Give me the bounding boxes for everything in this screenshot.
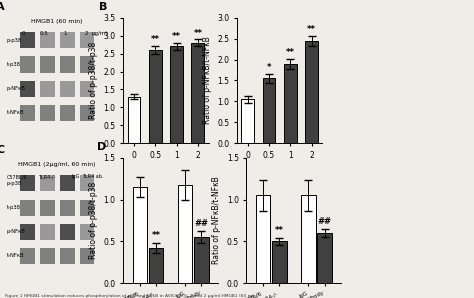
Bar [20, 57, 35, 73]
Bar [40, 32, 55, 49]
Bar [80, 200, 94, 216]
Bar [40, 105, 55, 121]
Bar [60, 200, 74, 216]
Text: **: ** [286, 48, 295, 57]
Bar [80, 32, 94, 49]
Text: **: ** [151, 35, 160, 44]
Text: p-p38: p-p38 [7, 38, 22, 43]
Text: ##: ## [318, 217, 332, 226]
Bar [80, 175, 94, 192]
Text: **: ** [275, 226, 284, 235]
Text: 1: 1 [64, 31, 67, 36]
Text: p-NFκB: p-NFκB [7, 86, 26, 91]
Y-axis label: Ratio of p-NFκB/t-NFκB: Ratio of p-NFκB/t-NFκB [212, 177, 221, 264]
Bar [301, 195, 316, 283]
Bar [20, 224, 35, 240]
Text: **: ** [307, 25, 316, 34]
Text: p-NFκB: p-NFκB [7, 229, 26, 234]
Bar [40, 57, 55, 73]
Bar [60, 248, 74, 264]
Text: D: D [97, 142, 106, 152]
Text: **: ** [152, 231, 161, 240]
Y-axis label: Ratio of p-p38/t-p38: Ratio of p-p38/t-p38 [89, 182, 98, 259]
Bar [191, 43, 204, 143]
Text: C: C [0, 145, 5, 155]
Bar [20, 32, 35, 49]
Bar [80, 248, 94, 264]
Bar [60, 57, 74, 73]
Bar [133, 187, 147, 283]
Bar [194, 237, 209, 283]
Text: p-p38: p-p38 [7, 181, 22, 186]
Bar [178, 185, 192, 283]
Text: HMGB1 (2μg/ml, 60 min): HMGB1 (2μg/ml, 60 min) [18, 162, 96, 167]
Bar [60, 32, 74, 49]
Text: **: ** [172, 32, 181, 41]
Text: Figure 1 HMGB1 stimulation induces phosphorylation of p38 and NFκB in AVICs. 0.5: Figure 1 HMGB1 stimulation induces phosp… [5, 294, 257, 298]
Text: ##: ## [194, 219, 209, 228]
Bar [40, 224, 55, 240]
Text: TLR4-/-: TLR4-/- [38, 174, 55, 179]
Bar [20, 175, 35, 192]
Bar [272, 241, 287, 283]
Bar [40, 248, 55, 264]
Bar [20, 81, 35, 97]
Text: 2: 2 [84, 31, 88, 36]
Bar [149, 50, 162, 143]
Bar [80, 224, 94, 240]
Bar [60, 105, 74, 121]
Bar [20, 248, 35, 264]
Bar [318, 233, 332, 283]
Text: C57BL/6: C57BL/6 [7, 174, 27, 179]
Text: TLR4 ab.: TLR4 ab. [82, 174, 104, 179]
Text: *: * [267, 63, 271, 72]
Text: t-NFκB: t-NFκB [7, 110, 25, 115]
Bar [80, 105, 94, 121]
Bar [20, 200, 35, 216]
Text: B: B [100, 1, 108, 12]
Text: **: ** [193, 29, 202, 38]
Bar [284, 64, 297, 143]
Bar [149, 248, 164, 283]
Y-axis label: Ratio of p-p38/t-p38: Ratio of p-p38/t-p38 [89, 42, 98, 119]
Bar [80, 81, 94, 97]
Text: t-p38: t-p38 [7, 205, 21, 210]
Y-axis label: Ratio of p-NFκB/t-NFκB: Ratio of p-NFκB/t-NFκB [203, 37, 212, 124]
Text: HMGB1 (60 min): HMGB1 (60 min) [31, 19, 82, 24]
Bar [80, 57, 94, 73]
Bar [60, 81, 74, 97]
Bar [170, 46, 183, 143]
Text: 0: 0 [22, 31, 25, 36]
Bar [40, 81, 55, 97]
Bar [263, 78, 275, 143]
Bar [60, 224, 74, 240]
Bar [256, 195, 270, 283]
Bar [128, 97, 140, 143]
Bar [60, 175, 74, 192]
Bar [241, 99, 254, 143]
Bar [20, 105, 35, 121]
Text: IgG: IgG [72, 174, 80, 179]
X-axis label: HMGB1 (60 min)
μg/ml: HMGB1 (60 min) μg/ml [134, 161, 198, 181]
Bar [305, 41, 318, 143]
Text: t-p38: t-p38 [7, 62, 21, 67]
Text: A: A [0, 2, 5, 12]
Bar [40, 200, 55, 216]
Text: 0.5: 0.5 [40, 31, 49, 36]
Text: μg/ml: μg/ml [91, 31, 107, 36]
X-axis label: HMGB1 (60 min)
μg/ml: HMGB1 (60 min) μg/ml [248, 161, 311, 181]
Bar [40, 175, 55, 192]
Text: t-NFκB: t-NFκB [7, 253, 25, 258]
